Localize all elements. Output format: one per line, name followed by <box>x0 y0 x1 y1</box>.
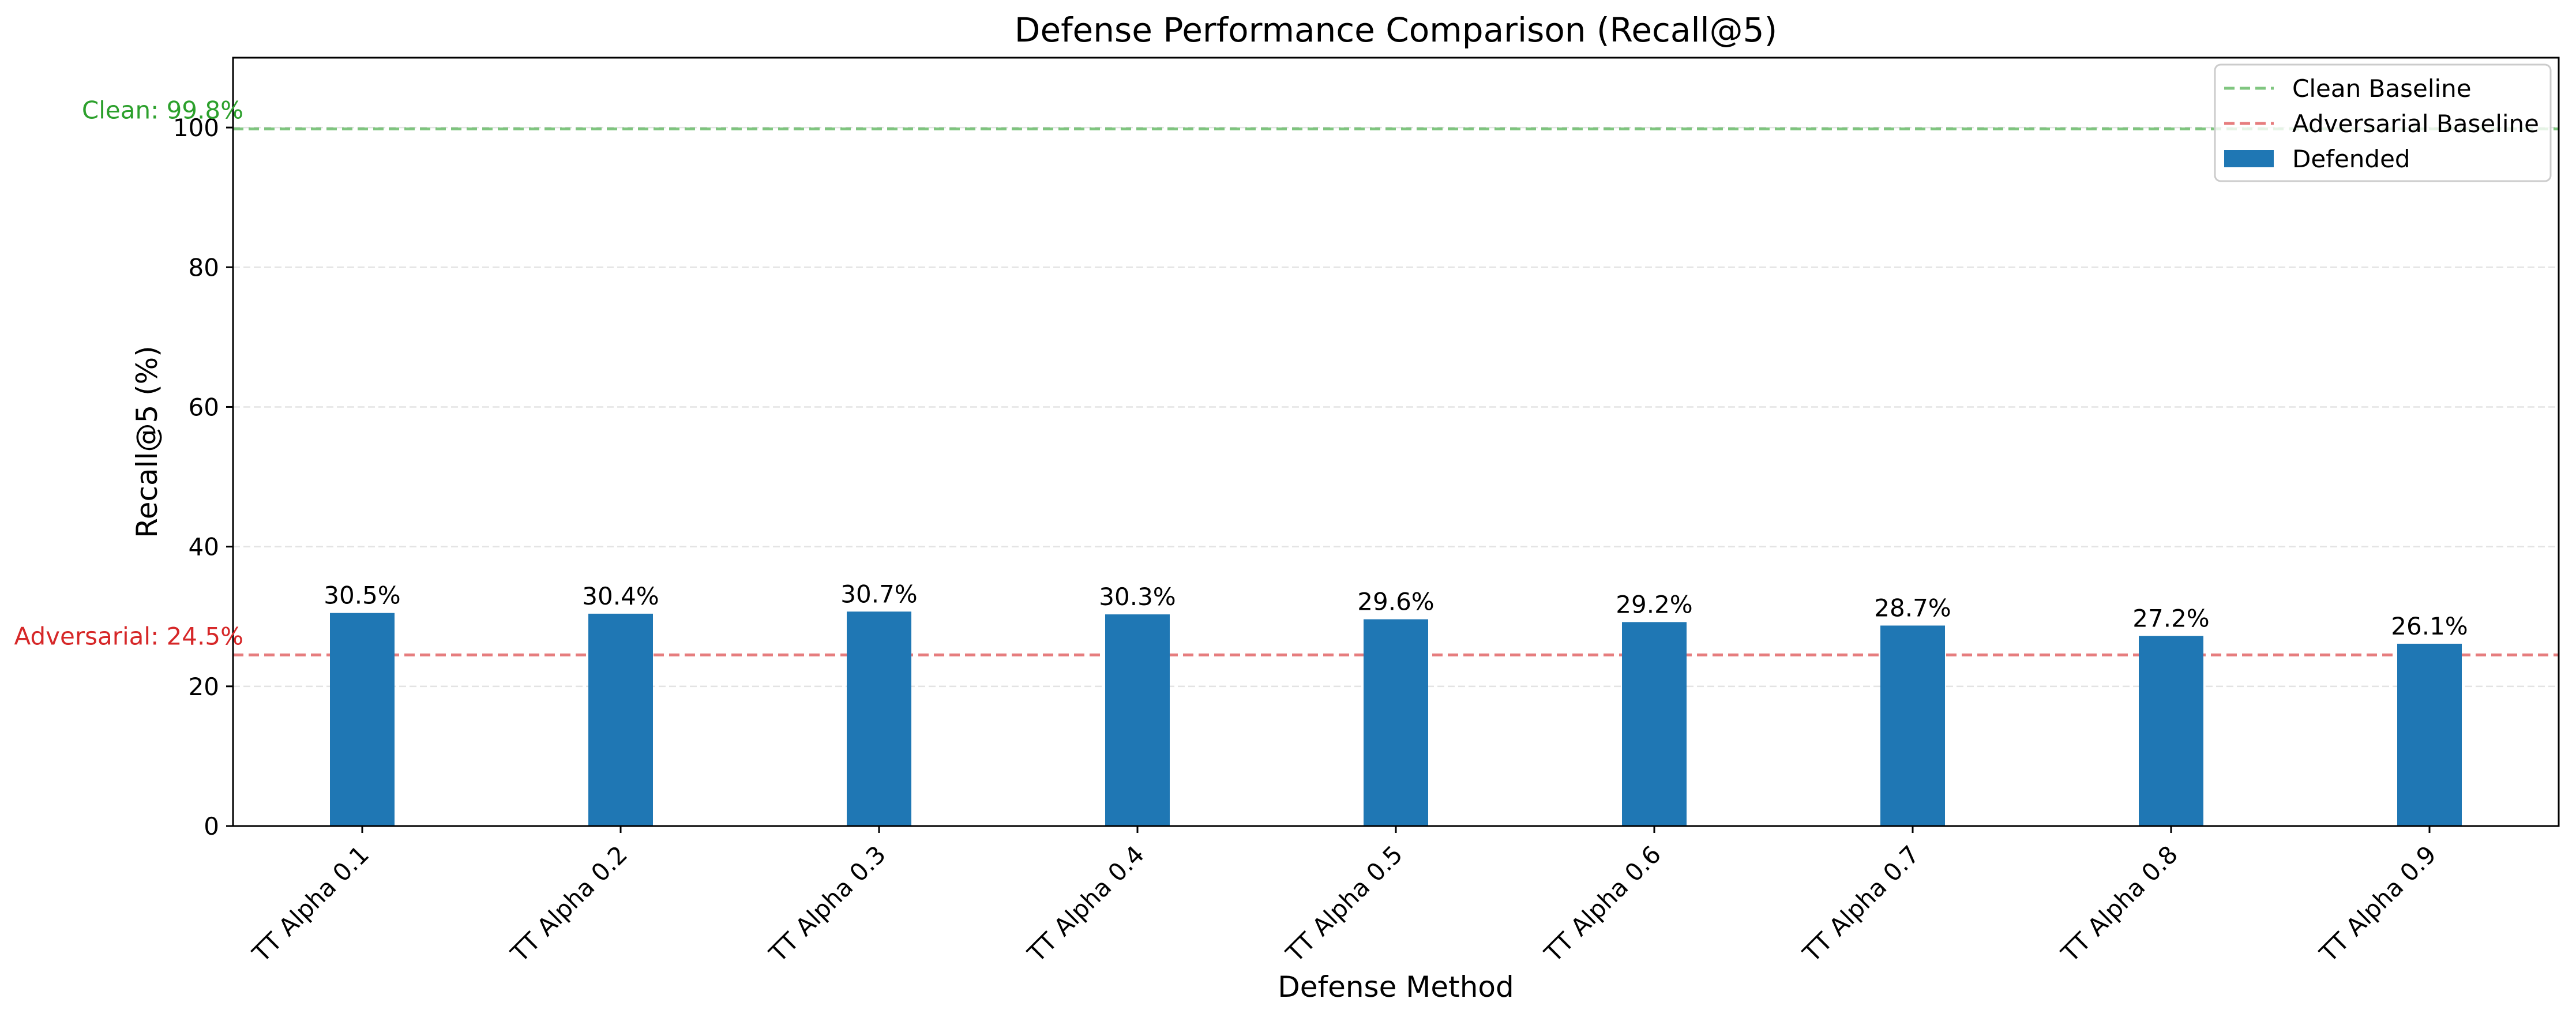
bar-value-label: 27.2% <box>2132 605 2209 633</box>
reference-line-labels: Clean: 99.8% Adversarial: 24.5% <box>14 96 243 651</box>
bar-value-label: 28.7% <box>1874 594 1951 622</box>
bar <box>1880 625 1945 826</box>
bar-value-label: 29.6% <box>1357 588 1434 616</box>
x-axis-label: Defense Method <box>1278 970 1514 1004</box>
bar <box>2139 636 2203 826</box>
bar-value-label: 30.4% <box>582 582 659 610</box>
y-axis-label: Recall@5 (%) <box>130 346 164 538</box>
y-axis-ticks: 0 20 40 60 80 100 <box>173 114 233 840</box>
legend-swatch-patch <box>2224 150 2274 167</box>
y-tick-label: 0 <box>204 812 219 840</box>
bar-value-label: 30.7% <box>840 580 917 608</box>
legend: Clean Baseline Adversarial Baseline Defend… <box>2214 63 2552 182</box>
legend-frame <box>2214 63 2552 182</box>
reference-line-label: Adversarial: 24.5% <box>14 622 243 650</box>
y-tick-label: 100 <box>173 114 219 142</box>
bars <box>330 611 2462 826</box>
legend-label: Adversarial Baseline <box>2292 110 2539 138</box>
bar-value-label: 30.5% <box>324 581 400 610</box>
bar-value-label: 26.1% <box>2391 612 2468 640</box>
y-tick-label: 20 <box>189 673 219 701</box>
bar <box>330 613 395 826</box>
bar <box>588 613 653 826</box>
legend-items: Clean Baseline Adversarial Baseline Defend… <box>2224 74 2539 173</box>
bar <box>1364 619 1428 826</box>
bar-labels: 30.5% 30.4% 30.7% 30.3% 29.6% 29.2% 28.7% 27.2%… <box>324 580 2468 640</box>
bar <box>847 611 911 826</box>
y-tick-label: 60 <box>189 393 219 421</box>
reference-line-label: Clean: 99.8% <box>82 96 243 125</box>
legend-label: Clean Baseline <box>2292 74 2472 103</box>
bar <box>2397 643 2462 826</box>
bar <box>1622 622 1687 826</box>
bar-value-label: 30.3% <box>1099 583 1176 611</box>
legend-label: Defended <box>2292 145 2410 173</box>
y-tick-label: 80 <box>189 253 219 281</box>
bar <box>1105 614 1170 826</box>
chart-title: Defense Performance Comparison (Recall@5… <box>1015 10 1777 50</box>
bar-value-label: 29.2% <box>1616 590 1692 618</box>
y-tick-label: 40 <box>189 533 219 561</box>
